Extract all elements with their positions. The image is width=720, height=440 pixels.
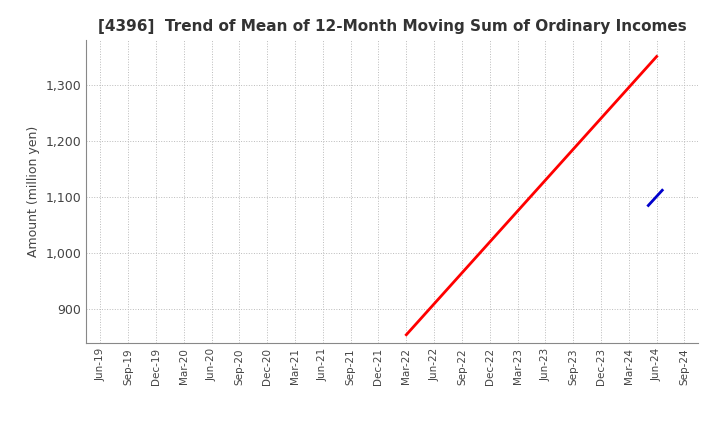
Title: [4396]  Trend of Mean of 12-Month Moving Sum of Ordinary Incomes: [4396] Trend of Mean of 12-Month Moving …: [98, 19, 687, 34]
Y-axis label: Amount (million yen): Amount (million yen): [27, 126, 40, 257]
